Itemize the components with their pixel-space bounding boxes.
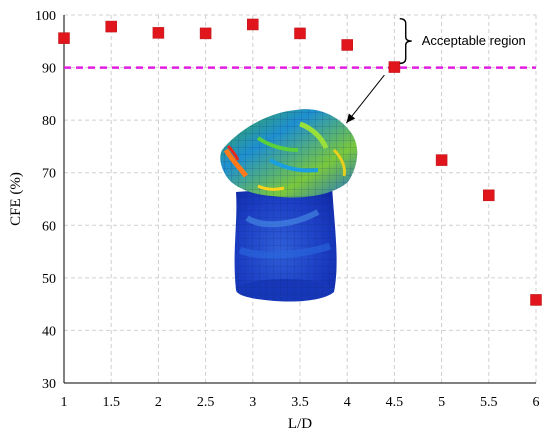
- data-point: [105, 20, 117, 33]
- x-axis-label: L/D: [288, 416, 312, 432]
- x-tick-label: 1.5: [102, 395, 120, 410]
- y-tick-label: 60: [42, 219, 56, 234]
- acceptable-region-brace: [399, 17, 412, 65]
- axes: [63, 15, 536, 384]
- y-tick-label: 100: [35, 9, 56, 24]
- data-point: [341, 39, 353, 51]
- annotation-arrowhead: [346, 113, 356, 124]
- y-tick-label: 50: [42, 272, 56, 287]
- x-tick-label: 5: [438, 395, 445, 410]
- data-point: [388, 61, 401, 73]
- y-tick-label: 90: [42, 62, 56, 77]
- annotation-acceptable-region: Acceptable region: [422, 33, 526, 48]
- x-tick-label: 4.5: [386, 395, 404, 410]
- x-tick-labels: 1 1.5 2 2.5 3 3.5 4 4.5 5 5.5 6: [61, 395, 540, 410]
- y-tick-labels: 30 40 50 60 70 80 90 100: [35, 9, 56, 392]
- y-axis-label: CFE (%): [8, 172, 24, 226]
- data-point: [152, 27, 165, 39]
- data-point: [483, 189, 495, 202]
- y-tick-label: 40: [42, 324, 56, 339]
- data-point: [294, 27, 306, 40]
- y-tick-label: 70: [42, 167, 56, 182]
- x-tick-label: 3: [249, 395, 256, 410]
- x-tick-label: 1: [61, 395, 68, 410]
- y-tick-label: 30: [42, 377, 56, 392]
- y-tick-label: 80: [42, 114, 56, 129]
- x-tick-label: 3.5: [291, 395, 309, 410]
- x-tick-label: 6: [533, 395, 540, 410]
- x-tick-label: 5.5: [480, 395, 498, 410]
- data-point: [435, 154, 448, 166]
- data-point: [58, 32, 70, 44]
- data-point: [247, 18, 259, 31]
- data-points: [58, 18, 542, 306]
- annotation-arrow: [346, 74, 385, 124]
- x-tick-label: 2: [155, 395, 162, 410]
- fea-tube-image: [220, 109, 358, 302]
- x-tick-label: 2.5: [197, 395, 215, 410]
- data-point: [530, 294, 542, 306]
- data-point: [199, 27, 212, 40]
- x-tick-label: 4: [344, 395, 351, 410]
